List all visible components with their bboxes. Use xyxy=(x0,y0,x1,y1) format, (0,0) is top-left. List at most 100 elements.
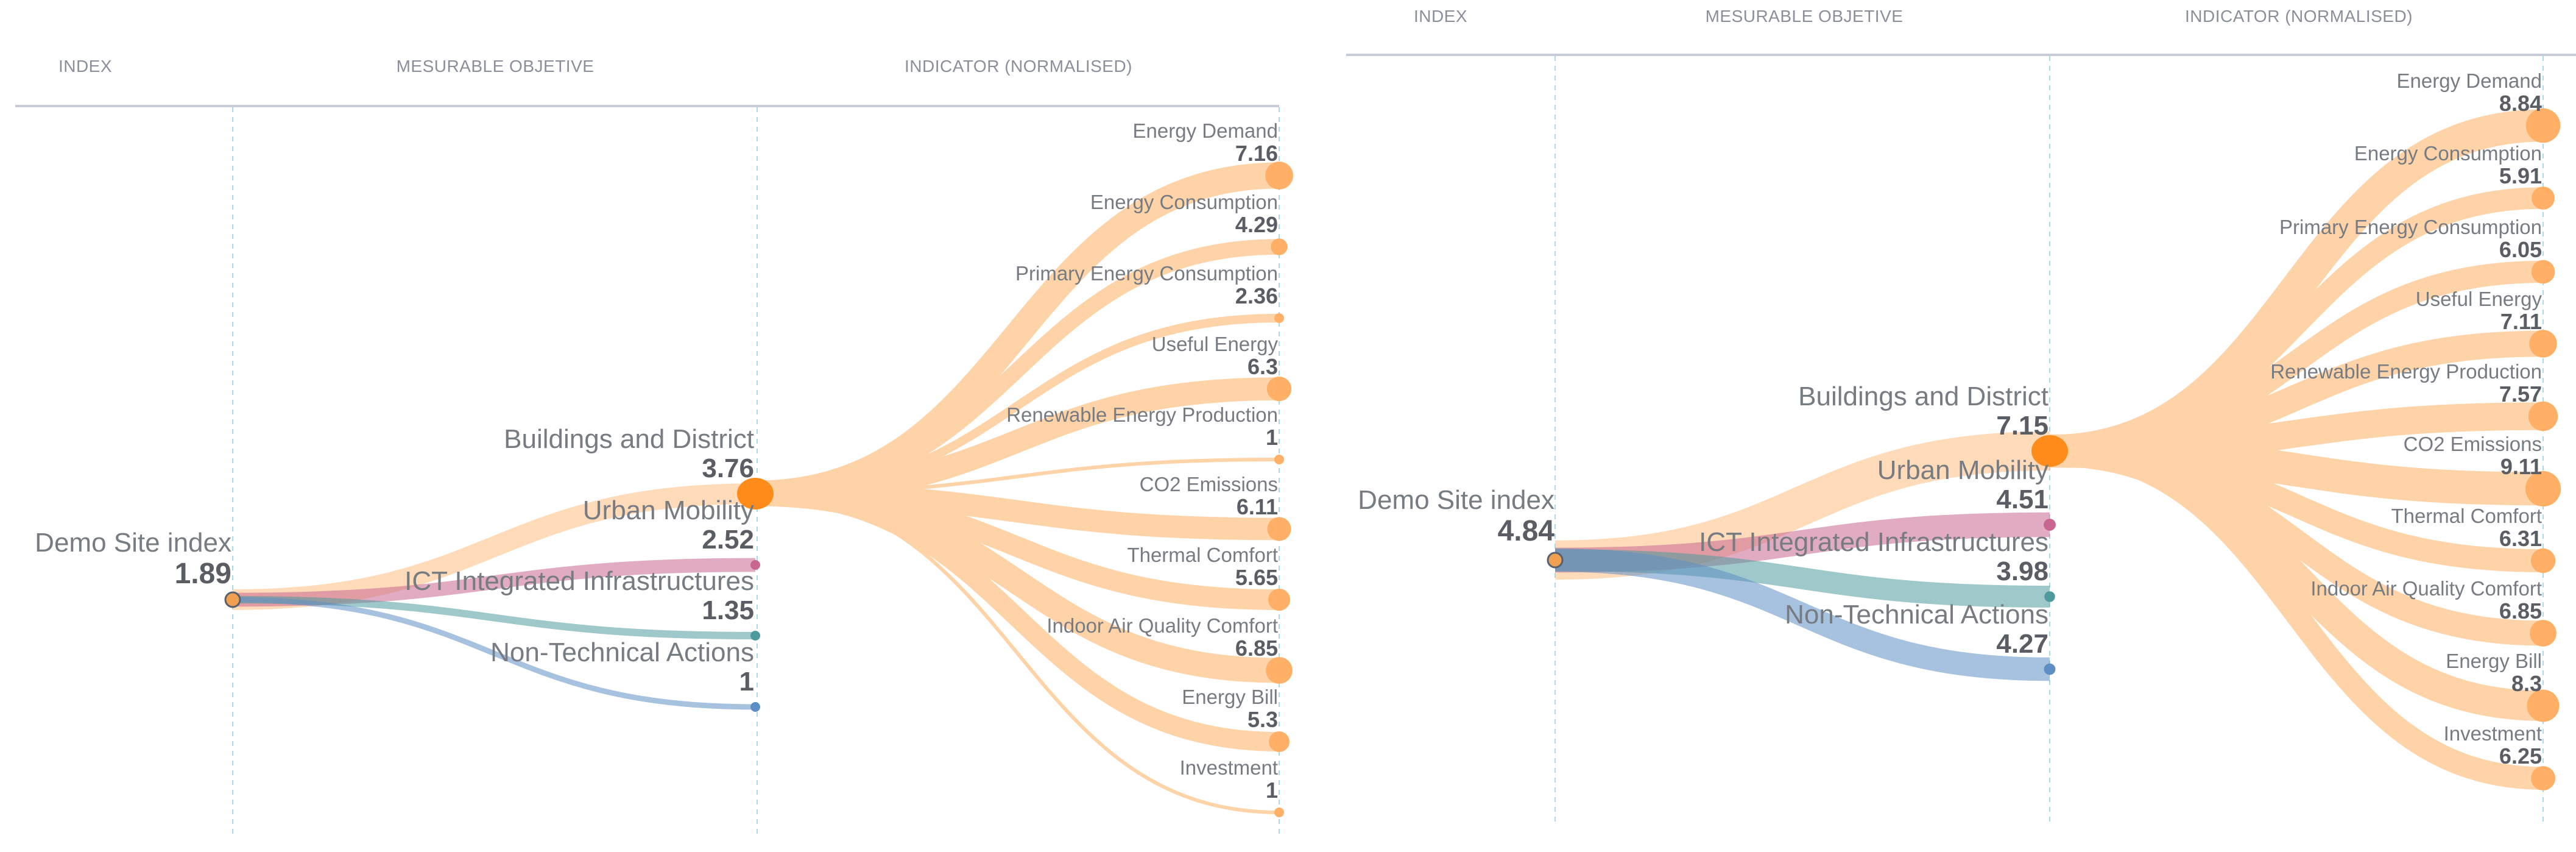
indicator-links xyxy=(755,162,1280,814)
objective-links xyxy=(232,483,756,710)
node-useful-energy[interactable] xyxy=(1266,376,1292,402)
indicator-value-thermal-comfort: 6.31 xyxy=(2499,526,2542,551)
column-header-indicator-normalised: INDICATOR (NORMALISED) xyxy=(2185,7,2413,26)
node-thermal-comfort[interactable] xyxy=(1268,588,1291,611)
objective-label-buildings-and-district: Buildings and District xyxy=(1798,382,2048,411)
indicator-value-thermal-comfort: 5.65 xyxy=(1235,565,1278,590)
node-indoor-air-quality-comfort[interactable] xyxy=(2530,620,2557,647)
indicator-label-energy-consumption: Energy Consumption xyxy=(2354,142,2542,165)
indicator-label-co2-emissions: CO2 Emissions xyxy=(2404,433,2542,455)
node-energy-consumption[interactable] xyxy=(2532,186,2555,210)
root-value: 1.89 xyxy=(175,558,231,590)
objective-value-urban-mobility: 2.52 xyxy=(702,525,754,555)
indicator-value-energy-consumption: 5.91 xyxy=(2499,163,2542,188)
objective-value-urban-mobility: 4.51 xyxy=(1996,485,2048,514)
objective-label-ict-integrated-infrastructures: ICT Integrated Infrastructures xyxy=(1699,527,2048,557)
indicator-value-indoor-air-quality-comfort: 6.85 xyxy=(2499,598,2542,623)
node-demo-site-index[interactable] xyxy=(1547,552,1564,569)
node-investment[interactable] xyxy=(2531,766,2555,790)
hub-node-buildings-and-district[interactable] xyxy=(2031,435,2068,467)
objective-label-urban-mobility: Urban Mobility xyxy=(1877,455,2048,485)
indicator-label-energy-consumption: Energy Consumption xyxy=(1090,191,1278,213)
indicator-value-energy-consumption: 4.29 xyxy=(1235,212,1278,237)
node-energy-demand[interactable] xyxy=(1265,162,1293,190)
node-energy-bill[interactable] xyxy=(1269,731,1290,752)
objective-label-non-technical-actions: Non-Technical Actions xyxy=(490,637,754,667)
indicator-value-useful-energy: 7.11 xyxy=(2500,309,2542,334)
indicator-label-useful-energy: Useful Energy xyxy=(2416,288,2542,310)
indicator-label-investment: Investment xyxy=(1180,756,1278,779)
link-ict-integrated-infrastructures xyxy=(232,595,756,640)
column-header-indicator-normalised: INDICATOR (NORMALISED) xyxy=(905,57,1132,76)
objective-value-ict-integrated-infrastructures: 1.35 xyxy=(702,595,754,625)
node-demo-site-index[interactable] xyxy=(224,591,241,608)
link-investment xyxy=(2049,439,2544,790)
indicator-label-energy-demand: Energy Demand xyxy=(1133,119,1278,142)
node-thermal-comfort[interactable] xyxy=(2530,548,2556,573)
objective-label-non-technical-actions: Non-Technical Actions xyxy=(1785,600,2048,630)
column-header-index: INDEX xyxy=(58,57,112,76)
objective-value-buildings-and-district: 7.15 xyxy=(1996,411,2048,441)
node-investment[interactable] xyxy=(1274,808,1284,817)
indicator-links xyxy=(2049,109,2544,790)
column-header-mesurable-objetive: MESURABLE OBJETIVE xyxy=(1706,7,1904,26)
node-renewable-energy-production[interactable] xyxy=(1274,455,1284,464)
column-header-mesurable-objetive: MESURABLE OBJETIVE xyxy=(397,57,595,76)
node-indoor-air-quality-comfort[interactable] xyxy=(1266,657,1293,684)
tree-chart-2: INDEX MESURABLE OBJETIVE INDICATOR (NORMAL… xyxy=(1346,7,2576,823)
indicator-value-co2-emissions: 6.11 xyxy=(1237,494,1278,519)
objective-value-ict-integrated-infrastructures: 3.98 xyxy=(1996,556,2048,586)
node-primary-energy-consumption[interactable] xyxy=(1274,313,1284,323)
link-urban-mobility xyxy=(232,558,756,607)
link-non-technical-actions xyxy=(1554,548,2050,681)
indicator-value-primary-energy-consumption: 6.05 xyxy=(2499,237,2542,262)
indicator-value-primary-energy-consumption: 2.36 xyxy=(1235,283,1278,308)
indicator-value-energy-demand: 7.16 xyxy=(1235,141,1278,166)
indicator-label-renewable-energy-production: Renewable Energy Production xyxy=(2270,360,2542,383)
node-co2-emissions[interactable] xyxy=(1267,517,1291,541)
indicator-label-indoor-air-quality-comfort: Indoor Air Quality Comfort xyxy=(1046,614,1278,637)
indicator-label-investment: Investment xyxy=(2444,722,2542,745)
node-non-technical-actions[interactable] xyxy=(2044,663,2056,675)
node-urban-mobility[interactable] xyxy=(750,560,760,570)
node-ict-integrated-infrastructures[interactable] xyxy=(750,631,760,641)
indicator-label-energy-bill: Energy Bill xyxy=(2446,650,2542,672)
root-label: Demo Site index xyxy=(1358,485,1554,515)
objective-value-non-technical-actions: 4.27 xyxy=(1996,629,2048,659)
node-co2-emissions[interactable] xyxy=(2525,470,2561,507)
node-energy-consumption[interactable] xyxy=(1271,238,1288,255)
indicator-label-energy-bill: Energy Bill xyxy=(1182,686,1278,708)
objective-label-urban-mobility: Urban Mobility xyxy=(583,495,754,525)
root-label: Demo Site index xyxy=(35,528,231,558)
objective-label-ict-integrated-infrastructures: ICT Integrated Infrastructures xyxy=(404,566,754,596)
column-header-index: INDEX xyxy=(1414,7,1467,26)
link-energy-bill xyxy=(755,484,1280,751)
indicator-label-thermal-comfort: Thermal Comfort xyxy=(2391,505,2542,527)
node-energy-bill[interactable] xyxy=(2527,689,2560,722)
objective-label-buildings-and-district: Buildings and District xyxy=(504,424,754,454)
indicator-label-renewable-energy-production: Renewable Energy Production xyxy=(1006,403,1278,426)
node-renewable-energy-production[interactable] xyxy=(2528,401,2558,431)
tree-chart-1: INDEX MESURABLE OBJETIVE INDICATOR (NORMAL… xyxy=(15,57,1293,835)
node-non-technical-actions[interactable] xyxy=(750,702,760,712)
objective-value-non-technical-actions: 1 xyxy=(739,667,754,697)
node-energy-demand[interactable] xyxy=(2525,108,2561,143)
indicator-value-useful-energy: 6.3 xyxy=(1247,354,1278,379)
indicator-value-indoor-air-quality-comfort: 6.85 xyxy=(1235,636,1278,661)
indicator-label-useful-energy: Useful Energy xyxy=(1152,333,1279,355)
node-primary-energy-consumption[interactable] xyxy=(2531,260,2555,284)
indicator-label-indoor-air-quality-comfort: Indoor Air Quality Comfort xyxy=(2310,577,2542,600)
objective-links xyxy=(1554,431,2050,681)
objective-value-buildings-and-district: 3.76 xyxy=(702,453,754,483)
node-useful-energy[interactable] xyxy=(2529,330,2557,358)
node-ict-integrated-infrastructures[interactable] xyxy=(2044,591,2055,602)
link-investment xyxy=(755,492,1280,814)
hub-node-buildings-and-district[interactable] xyxy=(737,478,774,509)
link-non-technical-actions xyxy=(232,597,756,710)
indicator-label-primary-energy-consumption: Primary Energy Consumption xyxy=(2279,216,2542,238)
indicator-value-renewable-energy-production: 1 xyxy=(1266,425,1278,450)
indicator-value-investment: 6.25 xyxy=(2499,744,2542,769)
node-urban-mobility[interactable] xyxy=(2044,519,2056,531)
indicator-value-renewable-energy-production: 7.57 xyxy=(2499,382,2542,406)
